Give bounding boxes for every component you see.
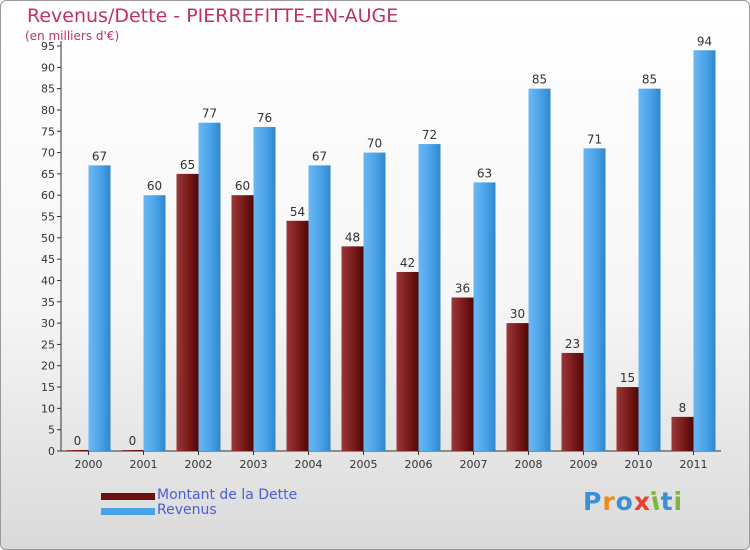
data-label-revenus: 63 [477, 166, 492, 180]
y-tick-label: 45 [41, 253, 55, 266]
proxiti-logo: Proxiti [583, 486, 684, 516]
x-tick-label: 2007 [460, 458, 488, 471]
bar-revenus [693, 50, 716, 452]
y-tick-label: 30 [41, 317, 55, 330]
bar-revenus [418, 144, 441, 452]
x-tick-label: 2000 [75, 458, 103, 471]
y-tick-label: 50 [41, 232, 55, 245]
data-label-debt: 0 [74, 434, 82, 448]
x-tick-label: 2001 [130, 458, 158, 471]
x-tick-label: 2010 [625, 458, 653, 471]
data-label-debt: 15 [620, 371, 635, 385]
logo-letter: P [583, 487, 603, 516]
chart-title: Revenus/Dette - PIERREFITTE-EN-AUGE [27, 5, 399, 27]
data-label-revenus: 71 [587, 132, 602, 146]
bar-revenus [638, 88, 661, 451]
y-tick-label: 65 [41, 168, 55, 181]
data-label-revenus: 77 [202, 107, 217, 121]
legend-swatch-revenus [101, 508, 155, 515]
bars-group [66, 50, 716, 452]
bar-debt [561, 352, 584, 451]
chart-subtitle: (en milliers d'€) [25, 29, 120, 43]
bar-debt [176, 173, 199, 452]
y-tick-label: 40 [41, 274, 55, 287]
data-label-revenus: 76 [257, 111, 272, 125]
bar-revenus [253, 127, 276, 451]
logo-letter: x [633, 487, 651, 516]
legend-label-debt: Montant de la Dette [157, 487, 298, 503]
y-tick-label: 35 [41, 296, 55, 309]
data-label-revenus: 85 [642, 73, 657, 87]
x-tick-label: 2005 [350, 458, 378, 471]
bar-revenus [583, 148, 606, 451]
y-tick-label: 55 [41, 211, 55, 224]
data-label-debt: 23 [565, 337, 580, 351]
bar-revenus [308, 165, 331, 452]
data-label-debt: 65 [180, 158, 195, 172]
x-tick-label: 2003 [240, 458, 268, 471]
y-tick-label: 0 [48, 445, 55, 458]
logo-letter: i [673, 487, 684, 516]
y-tick-label: 85 [41, 83, 55, 96]
bar-revenus [528, 88, 551, 451]
bar-debt [616, 387, 639, 451]
y-tick-label: 10 [41, 402, 55, 415]
data-label-revenus: 70 [367, 137, 382, 151]
bar-debt [286, 220, 309, 451]
x-tick-label: 2008 [515, 458, 543, 471]
data-label-debt: 8 [679, 401, 687, 415]
bar-debt [121, 450, 144, 451]
y-tick-label: 25 [41, 338, 55, 351]
y-tick-label: 90 [41, 61, 55, 74]
logo-letter: r [602, 487, 616, 516]
data-label-debt: 42 [400, 256, 415, 270]
x-tick-label: 2009 [570, 458, 598, 471]
labels-group: 0 67 0 60 65 77 60 76 54 67 48 70 42 72 36 63 30 85 23 71 15… [74, 34, 712, 448]
bar-debt [506, 323, 529, 451]
data-label-debt: 48 [345, 230, 360, 244]
data-label-revenus: 67 [312, 149, 327, 163]
bar-revenus [473, 182, 496, 451]
data-label-revenus: 67 [92, 149, 107, 163]
y-tick-label: 20 [41, 360, 55, 373]
data-label-debt: 60 [235, 179, 250, 193]
logo-letter: o [615, 487, 634, 516]
data-label-debt: 36 [455, 282, 470, 296]
data-label-revenus: 72 [422, 128, 437, 142]
y-tick-label: 95 [41, 40, 55, 53]
data-label-debt: 0 [129, 434, 137, 448]
x-tick-label: 2002 [185, 458, 213, 471]
bar-debt [231, 195, 254, 451]
logo-letter: t [660, 487, 674, 516]
y-tick-label: 75 [41, 125, 55, 138]
data-label-revenus: 94 [697, 34, 712, 48]
x-tick-label: 2006 [405, 458, 433, 471]
legend-label-revenus: Revenus [157, 502, 217, 518]
data-label-revenus: 60 [147, 179, 162, 193]
bar-debt [341, 246, 364, 451]
data-label-debt: 30 [510, 307, 525, 321]
bar-debt [66, 450, 89, 451]
bar-debt [451, 297, 474, 451]
data-label-revenus: 85 [532, 73, 547, 87]
bar-revenus [363, 152, 386, 451]
x-tick-label: 2011 [680, 458, 708, 471]
bar-revenus [198, 122, 221, 451]
bar-revenus [143, 195, 166, 451]
bar-revenus [88, 165, 111, 452]
y-tick-label: 60 [41, 189, 55, 202]
data-label-debt: 54 [290, 205, 305, 219]
y-tick-label: 70 [41, 147, 55, 160]
y-tick-label: 5 [48, 424, 55, 437]
bar-debt [396, 271, 419, 451]
x-tick-label: 2004 [295, 458, 323, 471]
y-tick-label: 80 [41, 104, 55, 117]
y-tick-label: 15 [41, 381, 55, 394]
bar-debt [671, 416, 694, 451]
legend-swatch-debt [101, 493, 155, 500]
axes-group: 0510152025303540455055606570758085909520… [41, 40, 721, 471]
